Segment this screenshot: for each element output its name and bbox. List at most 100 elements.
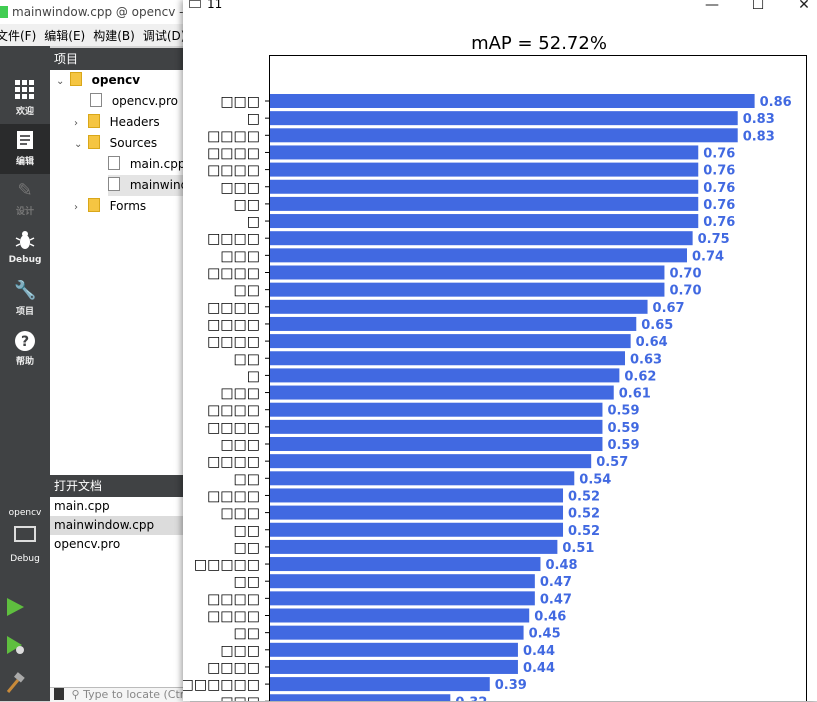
bar-value-label: 0.70: [669, 284, 701, 299]
tree-mainwindow-cpp-label: mainwindow.cpp: [129, 178, 190, 192]
category-tick-label: □□□□: [207, 488, 260, 504]
category-tick-label: □□□: [220, 643, 260, 659]
bar-value-label: 0.44: [523, 644, 555, 659]
bar: [270, 505, 564, 520]
kit-selector[interactable]: opencv Debug: [0, 508, 50, 564]
open-doc-item[interactable]: main.cpp: [54, 499, 110, 513]
category-tick-label: □□□□: [207, 591, 260, 607]
mode-projects[interactable]: 🔧 项目: [0, 274, 50, 324]
bar: [270, 625, 524, 640]
bar: [270, 419, 603, 434]
bar-value-label: 0.32: [455, 695, 487, 701]
menu-build[interactable]: 构建(B): [93, 28, 135, 43]
bar: [270, 385, 614, 400]
category-tick-label: □□□□: [207, 403, 260, 419]
bar: [270, 214, 699, 229]
category-tick-label: □□□: [220, 180, 260, 196]
menu-edit[interactable]: 编辑(E): [44, 28, 86, 43]
menu-debug[interactable]: 调试(D): [142, 28, 186, 43]
maximize-button[interactable]: ☐: [751, 0, 765, 13]
cpp-file-icon: [108, 177, 120, 191]
bar-value-label: 0.67: [653, 301, 685, 316]
category-tick-label: □□□: [220, 386, 260, 402]
qt-titlebar: mainwindow.cpp @ opencv - Qt Creator: [0, 0, 190, 24]
category-tick-label: □□□: [220, 94, 260, 110]
bar-value-label: 0.76: [703, 164, 735, 179]
mode-selector: 欢迎 编辑 ✎ 设计 Debug 🔧 项目 ? 帮助: [0, 46, 50, 701]
category-tick-label: □□□□: [207, 266, 260, 282]
bar: [270, 591, 535, 606]
bar-value-label: 0.61: [619, 387, 651, 402]
minimize-button[interactable]: —: [705, 0, 719, 13]
projects-pane-header: 项目: [50, 48, 190, 70]
tree-pro-file[interactable]: opencv.pro: [90, 91, 178, 112]
plot-window-titlebar: 11 — ☐ ✕: [183, 0, 817, 14]
bar: [270, 111, 738, 126]
bar-value-label: 0.74: [692, 249, 724, 264]
pencil-icon: ✎: [17, 180, 33, 201]
open-doc-item[interactable]: opencv.pro: [54, 537, 121, 551]
open-doc-item[interactable]: mainwindow.cpp: [50, 516, 190, 535]
category-tick-label: □: [247, 214, 260, 230]
tree-mainwindow-cpp[interactable]: mainwindow.cpp: [108, 175, 190, 196]
mode-design[interactable]: ✎ 设计: [0, 174, 50, 224]
headers-folder-icon: [87, 114, 100, 128]
category-tick-label: □□: [234, 283, 260, 299]
build-button[interactable]: [4, 672, 26, 694]
mode-welcome[interactable]: 欢迎: [0, 74, 50, 124]
close-button[interactable]: ✕: [798, 0, 810, 13]
bar-value-label: 0.45: [529, 627, 561, 642]
bar-value-label: 0.62: [624, 369, 656, 384]
bar: [270, 659, 518, 674]
bar-value-label: 0.83: [743, 129, 775, 144]
bar-value-label: 0.59: [607, 421, 639, 436]
mode-edit[interactable]: 编辑: [0, 124, 50, 174]
category-tick-label: □□□□: [207, 454, 260, 470]
bar-value-label: 0.70: [669, 267, 701, 282]
bar: [270, 128, 738, 143]
tree-main-cpp[interactable]: main.cpp: [108, 154, 185, 175]
mode-help[interactable]: ? 帮助: [0, 324, 50, 374]
bar: [270, 282, 665, 297]
tree-sources-label: Sources: [109, 136, 158, 150]
tree-project-node[interactable]: ⌄ opencv: [56, 70, 140, 91]
tree-main-cpp-label: main.cpp: [129, 157, 186, 171]
bar-value-label: 0.52: [568, 489, 600, 504]
chart-title: mAP = 52.72%: [471, 33, 607, 54]
bar: [270, 179, 699, 194]
open-documents-list: main.cpp mainwindow.cpp opencv.pro: [50, 497, 190, 687]
category-tick-label: □□□: [220, 248, 260, 264]
mode-label: 项目: [15, 307, 34, 317]
bar-value-label: 0.46: [534, 610, 566, 625]
tree-headers-label: Headers: [109, 115, 160, 129]
debug-run-button[interactable]: [4, 634, 26, 656]
bar-value-label: 0.59: [607, 438, 639, 453]
open-documents-header: 打开文档: [50, 475, 190, 497]
mode-debug[interactable]: Debug: [0, 224, 50, 274]
menu-file[interactable]: 文件(F): [0, 28, 37, 43]
bar-value-label: 0.75: [698, 232, 730, 247]
mode-label: 帮助: [15, 357, 34, 367]
pro-file-icon: [90, 93, 102, 107]
plot-window: mAP = 52.72% 0.86 □□□ 0.83 □ 0.83 □□□□ 0.76 □□□…: [183, 0, 817, 701]
bar-value-label: 0.59: [607, 404, 639, 419]
bar-value-label: 0.57: [596, 455, 628, 470]
bar: [270, 488, 564, 503]
bar: [270, 231, 693, 246]
run-button[interactable]: [4, 596, 26, 618]
bar-value-label: 0.76: [703, 181, 735, 196]
tree-forms[interactable]: › Forms: [74, 196, 146, 217]
bar: [270, 454, 592, 469]
tree-headers[interactable]: › Headers: [74, 112, 160, 133]
bar-value-label: 0.76: [703, 198, 735, 213]
bar-value-label: 0.39: [495, 678, 527, 693]
tree-sources[interactable]: ⌄ Sources: [74, 133, 157, 154]
locator-input[interactable]: ⚲ Type to locate (Ctrl+K): [50, 687, 190, 702]
qt-logo-icon: [0, 6, 8, 18]
category-tick-label: □□□□: [207, 420, 260, 436]
bar-value-label: 0.76: [703, 146, 735, 161]
category-tick-label: □□□□: [207, 163, 260, 179]
mode-label: 设计: [15, 207, 34, 217]
category-tick-label: □□□□: [207, 145, 260, 161]
locator-placeholder: Type to locate (Ctrl+K): [83, 688, 190, 701]
